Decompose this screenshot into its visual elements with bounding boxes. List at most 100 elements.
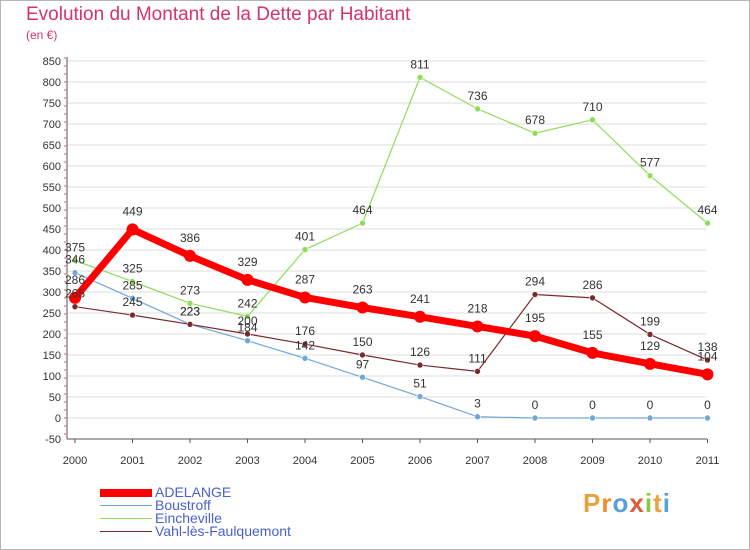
data-point <box>244 337 251 345</box>
data-point <box>531 129 539 137</box>
data-label: 325 <box>122 262 142 276</box>
data-point <box>416 361 424 369</box>
data-label: 195 <box>525 311 545 325</box>
data-label: 273 <box>180 283 200 297</box>
x-tick-label: 2004 <box>293 455 317 467</box>
data-label: 218 <box>467 301 487 315</box>
axes: -500501001502002503003504004505005506006… <box>43 56 720 467</box>
series-line-boustroff <box>74 272 709 419</box>
data-point <box>646 172 654 179</box>
legend-swatch <box>100 530 152 533</box>
data-point <box>359 351 366 359</box>
y-tick-label: 600 <box>43 161 61 173</box>
y-tick-label: 550 <box>43 182 61 194</box>
logo-letter: x <box>629 488 645 518</box>
x-tick-label: 2006 <box>408 455 432 467</box>
legend-item: ADELANGE <box>100 485 291 499</box>
data-label: 104 <box>697 349 717 363</box>
y-tick-label: 300 <box>43 287 61 299</box>
x-tick-label: 2008 <box>523 455 547 467</box>
data-label: 294 <box>525 275 545 289</box>
data-label: 97 <box>356 357 370 371</box>
data-label: 0 <box>589 398 596 412</box>
logo-letter: t <box>653 488 663 518</box>
y-tick-label: 200 <box>43 329 61 341</box>
data-point <box>701 368 714 381</box>
data-labels: 286 449 386 329 287 263 241 218 195 155 129 104 346 2… <box>65 57 718 412</box>
data-point <box>129 278 136 285</box>
y-tick-label: 100 <box>43 371 61 383</box>
legend-swatch <box>100 488 152 497</box>
data-label: 286 <box>582 278 602 292</box>
data-point <box>589 414 596 422</box>
data-point <box>71 303 79 311</box>
series-line-eincheville <box>74 76 709 317</box>
data-label: 129 <box>640 339 660 353</box>
x-tick-label: 2003 <box>235 455 259 467</box>
y-tick-label: 850 <box>43 56 61 68</box>
data-point <box>586 346 599 359</box>
logo-letter: P <box>583 488 602 518</box>
data-point <box>356 301 369 314</box>
data-point <box>129 311 136 319</box>
proxiti-logo: Proxiti <box>583 488 671 519</box>
data-point <box>531 414 539 422</box>
data-label: 0 <box>704 398 711 412</box>
data-point <box>646 414 654 422</box>
data-label: 265 <box>65 287 85 301</box>
logo-letter: o <box>612 488 630 518</box>
data-point <box>704 356 711 364</box>
legend-item: Vahl-lès-Faulquemont <box>100 523 291 539</box>
data-label: 3 <box>474 397 481 411</box>
data-point <box>301 340 309 348</box>
data-label: 449 <box>122 204 142 218</box>
legend-label: Eincheville <box>155 510 222 526</box>
legend: ADELANGE Boustroff Eincheville Vahl-lès-Fau… <box>100 485 291 539</box>
data-point <box>244 313 251 320</box>
x-tick-label: 2002 <box>178 455 202 467</box>
logo-letter: i <box>644 488 654 518</box>
data-point <box>359 219 366 227</box>
data-label: 263 <box>352 283 372 297</box>
data-point <box>186 321 194 328</box>
data-label: 155 <box>582 328 602 342</box>
legend-item: Boustroff <box>100 497 291 513</box>
legend-label: Vahl-lès-Faulquemont <box>155 523 291 539</box>
y-tick-label: 250 <box>43 308 61 320</box>
data-label: 401 <box>295 230 315 244</box>
chart-title: Evolution du Montant de la Dette par Hab… <box>26 4 411 25</box>
legend-label: Boustroff <box>155 497 211 513</box>
y-tick-label: 700 <box>43 119 61 131</box>
data-label: 138 <box>697 340 717 354</box>
data-label: 386 <box>180 231 200 245</box>
y-tick-label: 650 <box>43 140 61 152</box>
data-point <box>301 355 309 362</box>
data-label: 241 <box>410 292 430 306</box>
x-tick-label: 2001 <box>120 455 144 467</box>
data-label: 142 <box>295 338 315 352</box>
data-label: 199 <box>640 314 660 328</box>
legend-swatch <box>100 504 152 507</box>
data-point <box>126 223 139 236</box>
data-label: 242 <box>237 296 257 310</box>
data-point <box>71 257 79 264</box>
data-label: 710 <box>582 100 602 114</box>
data-label: 736 <box>467 89 487 103</box>
data-label: 111 <box>468 351 487 365</box>
x-tick-label: 2000 <box>63 455 87 467</box>
logo-letter: r <box>601 488 613 518</box>
data-label: 811 <box>410 57 429 71</box>
data-point <box>416 74 424 81</box>
data-label: 287 <box>295 272 315 286</box>
data-point <box>241 273 254 286</box>
data-label: 464 <box>352 203 372 217</box>
x-tick-label: 2005 <box>350 455 374 467</box>
data-point <box>71 269 79 276</box>
data-point <box>704 219 711 227</box>
grid-lines <box>67 60 707 440</box>
series-line-adelange <box>71 225 711 378</box>
data-point <box>299 291 311 304</box>
data-label: 223 <box>180 304 200 318</box>
data-label: 184 <box>237 321 257 335</box>
